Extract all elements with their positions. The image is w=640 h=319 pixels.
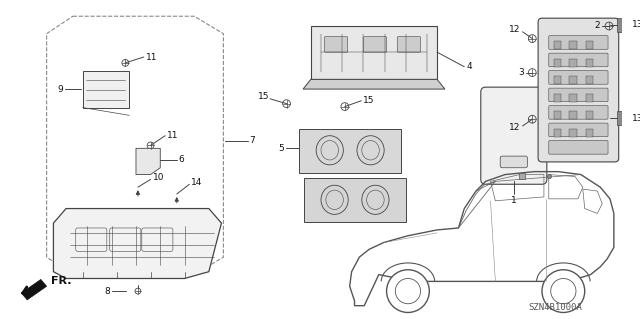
FancyBboxPatch shape [548,123,608,137]
FancyBboxPatch shape [569,129,577,137]
FancyBboxPatch shape [569,111,577,119]
FancyBboxPatch shape [397,37,420,52]
FancyBboxPatch shape [548,53,608,67]
Polygon shape [21,279,47,300]
Text: FR.: FR. [51,276,71,286]
FancyBboxPatch shape [554,129,561,137]
Text: 11: 11 [167,131,179,140]
FancyBboxPatch shape [364,37,387,52]
FancyBboxPatch shape [481,87,547,184]
FancyBboxPatch shape [538,18,619,162]
FancyBboxPatch shape [554,41,561,49]
FancyBboxPatch shape [569,94,577,102]
FancyBboxPatch shape [554,77,561,84]
FancyBboxPatch shape [586,129,593,137]
Circle shape [542,270,585,313]
FancyBboxPatch shape [569,41,577,49]
FancyBboxPatch shape [548,70,608,84]
Text: 5: 5 [278,144,284,153]
Polygon shape [303,79,445,89]
FancyBboxPatch shape [586,94,593,102]
Text: 14: 14 [191,178,203,187]
Text: 15: 15 [257,93,269,101]
FancyBboxPatch shape [569,77,577,84]
Text: 12: 12 [509,123,520,132]
Text: 4: 4 [466,62,472,71]
FancyBboxPatch shape [617,18,625,32]
FancyBboxPatch shape [586,59,593,67]
FancyBboxPatch shape [299,129,401,173]
Text: 15: 15 [364,96,375,105]
Text: 11: 11 [146,53,157,62]
Text: 9: 9 [58,85,63,93]
FancyBboxPatch shape [304,178,406,222]
FancyBboxPatch shape [500,156,527,168]
FancyBboxPatch shape [311,26,437,79]
FancyBboxPatch shape [548,141,608,154]
Text: 3: 3 [519,68,525,77]
FancyBboxPatch shape [83,70,129,108]
FancyBboxPatch shape [617,111,625,125]
Text: 13: 13 [632,114,640,123]
Text: 7: 7 [250,136,255,145]
Text: SZN4B1000A: SZN4B1000A [529,303,582,312]
FancyBboxPatch shape [554,94,561,102]
Polygon shape [136,148,160,174]
FancyBboxPatch shape [324,37,348,52]
FancyBboxPatch shape [548,88,608,102]
FancyBboxPatch shape [554,111,561,119]
Polygon shape [53,209,221,278]
FancyBboxPatch shape [586,111,593,119]
Text: 10: 10 [152,173,164,182]
FancyBboxPatch shape [548,36,608,49]
FancyBboxPatch shape [586,77,593,84]
FancyBboxPatch shape [548,106,608,119]
FancyBboxPatch shape [554,59,561,67]
FancyBboxPatch shape [586,41,593,49]
Text: 8: 8 [104,286,109,296]
Text: 1: 1 [511,196,516,205]
Text: 12: 12 [509,25,520,34]
Text: 6: 6 [179,155,184,165]
Text: 2: 2 [595,21,600,30]
Text: 13: 13 [632,20,640,29]
Circle shape [387,270,429,313]
FancyBboxPatch shape [569,59,577,67]
